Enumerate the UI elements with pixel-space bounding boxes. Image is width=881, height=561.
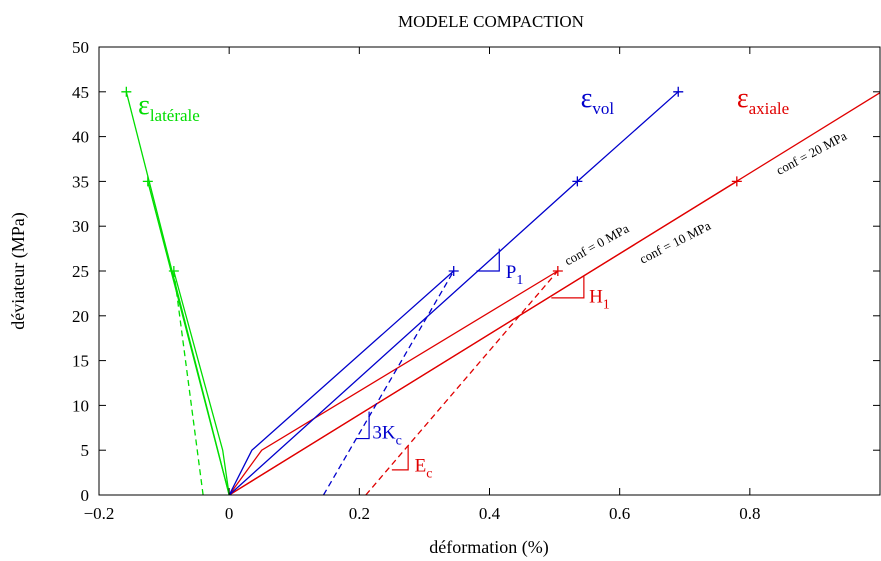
x-tick-label: 0.8	[739, 504, 760, 523]
y-tick-label: 50	[72, 38, 89, 57]
data-point-vol-5-1	[673, 86, 684, 97]
y-tick-label: 0	[81, 486, 90, 505]
y-tick-label: 10	[72, 396, 89, 415]
y-tick-label: 40	[72, 128, 89, 147]
slope-marker-3kc	[356, 411, 370, 440]
slope-label-h1: H1	[589, 286, 610, 312]
y-tick-label: 30	[72, 217, 89, 236]
slope-label-ec: Ec	[415, 456, 433, 482]
y-tick-label: 25	[72, 262, 89, 281]
series-line-laterale-10	[173, 270, 204, 495]
y-tick-label: 15	[72, 352, 89, 371]
annotation-conf0: conf = 0 MPa	[562, 220, 632, 268]
series-line-vol-5	[228, 91, 679, 495]
chart-title: MODELE COMPACTION	[398, 12, 584, 31]
data-point-axiale-0-0	[552, 266, 563, 276]
y-axis-title: déviateur (MPa)	[8, 212, 29, 329]
data-point-vol-4-0	[448, 266, 459, 276]
series-line-axiale-2	[228, 92, 880, 495]
x-tick-label: 0.2	[349, 504, 370, 523]
series-line-vol-6	[322, 270, 455, 495]
series-line-axiale-3	[365, 270, 559, 495]
slope-marker-ec	[391, 445, 409, 471]
series-line-laterale-7	[173, 270, 230, 495]
slope-marker-p1	[476, 248, 500, 272]
x-tick-label: 0.4	[479, 504, 501, 523]
plot-area: P1 H1 3Kc Ec εlatérale εvol εaxiale conf = 0 MP…	[121, 83, 880, 495]
series-label-eps-axiale: εaxiale	[737, 83, 789, 118]
series-line-vol-4	[228, 270, 455, 495]
x-axis-title: déformation (%)	[429, 537, 548, 558]
y-tick-label: 5	[81, 441, 90, 460]
series-line-laterale-9	[125, 91, 230, 495]
annotation-conf10: conf = 10 MPa	[637, 218, 713, 267]
slope-label-3kc: 3Kc	[372, 423, 401, 449]
series-label-eps-laterale: εlatérale	[138, 90, 200, 125]
data-point-laterale-9-0	[121, 86, 132, 97]
x-tick-label: −0.2	[84, 504, 115, 523]
series-line-axiale-0	[228, 270, 559, 495]
x-tick-label: 0	[225, 504, 234, 523]
y-tick-label: 45	[72, 83, 89, 102]
slope-marker-h1	[551, 275, 585, 299]
y-tick-label: 35	[72, 172, 89, 191]
x-tick-label: 0.6	[609, 504, 630, 523]
series-label-eps-vol: εvol	[581, 83, 615, 118]
y-tick-label: 20	[72, 307, 89, 326]
data-point-vol-5-0	[572, 176, 583, 187]
slope-label-p1: P1	[506, 262, 524, 288]
